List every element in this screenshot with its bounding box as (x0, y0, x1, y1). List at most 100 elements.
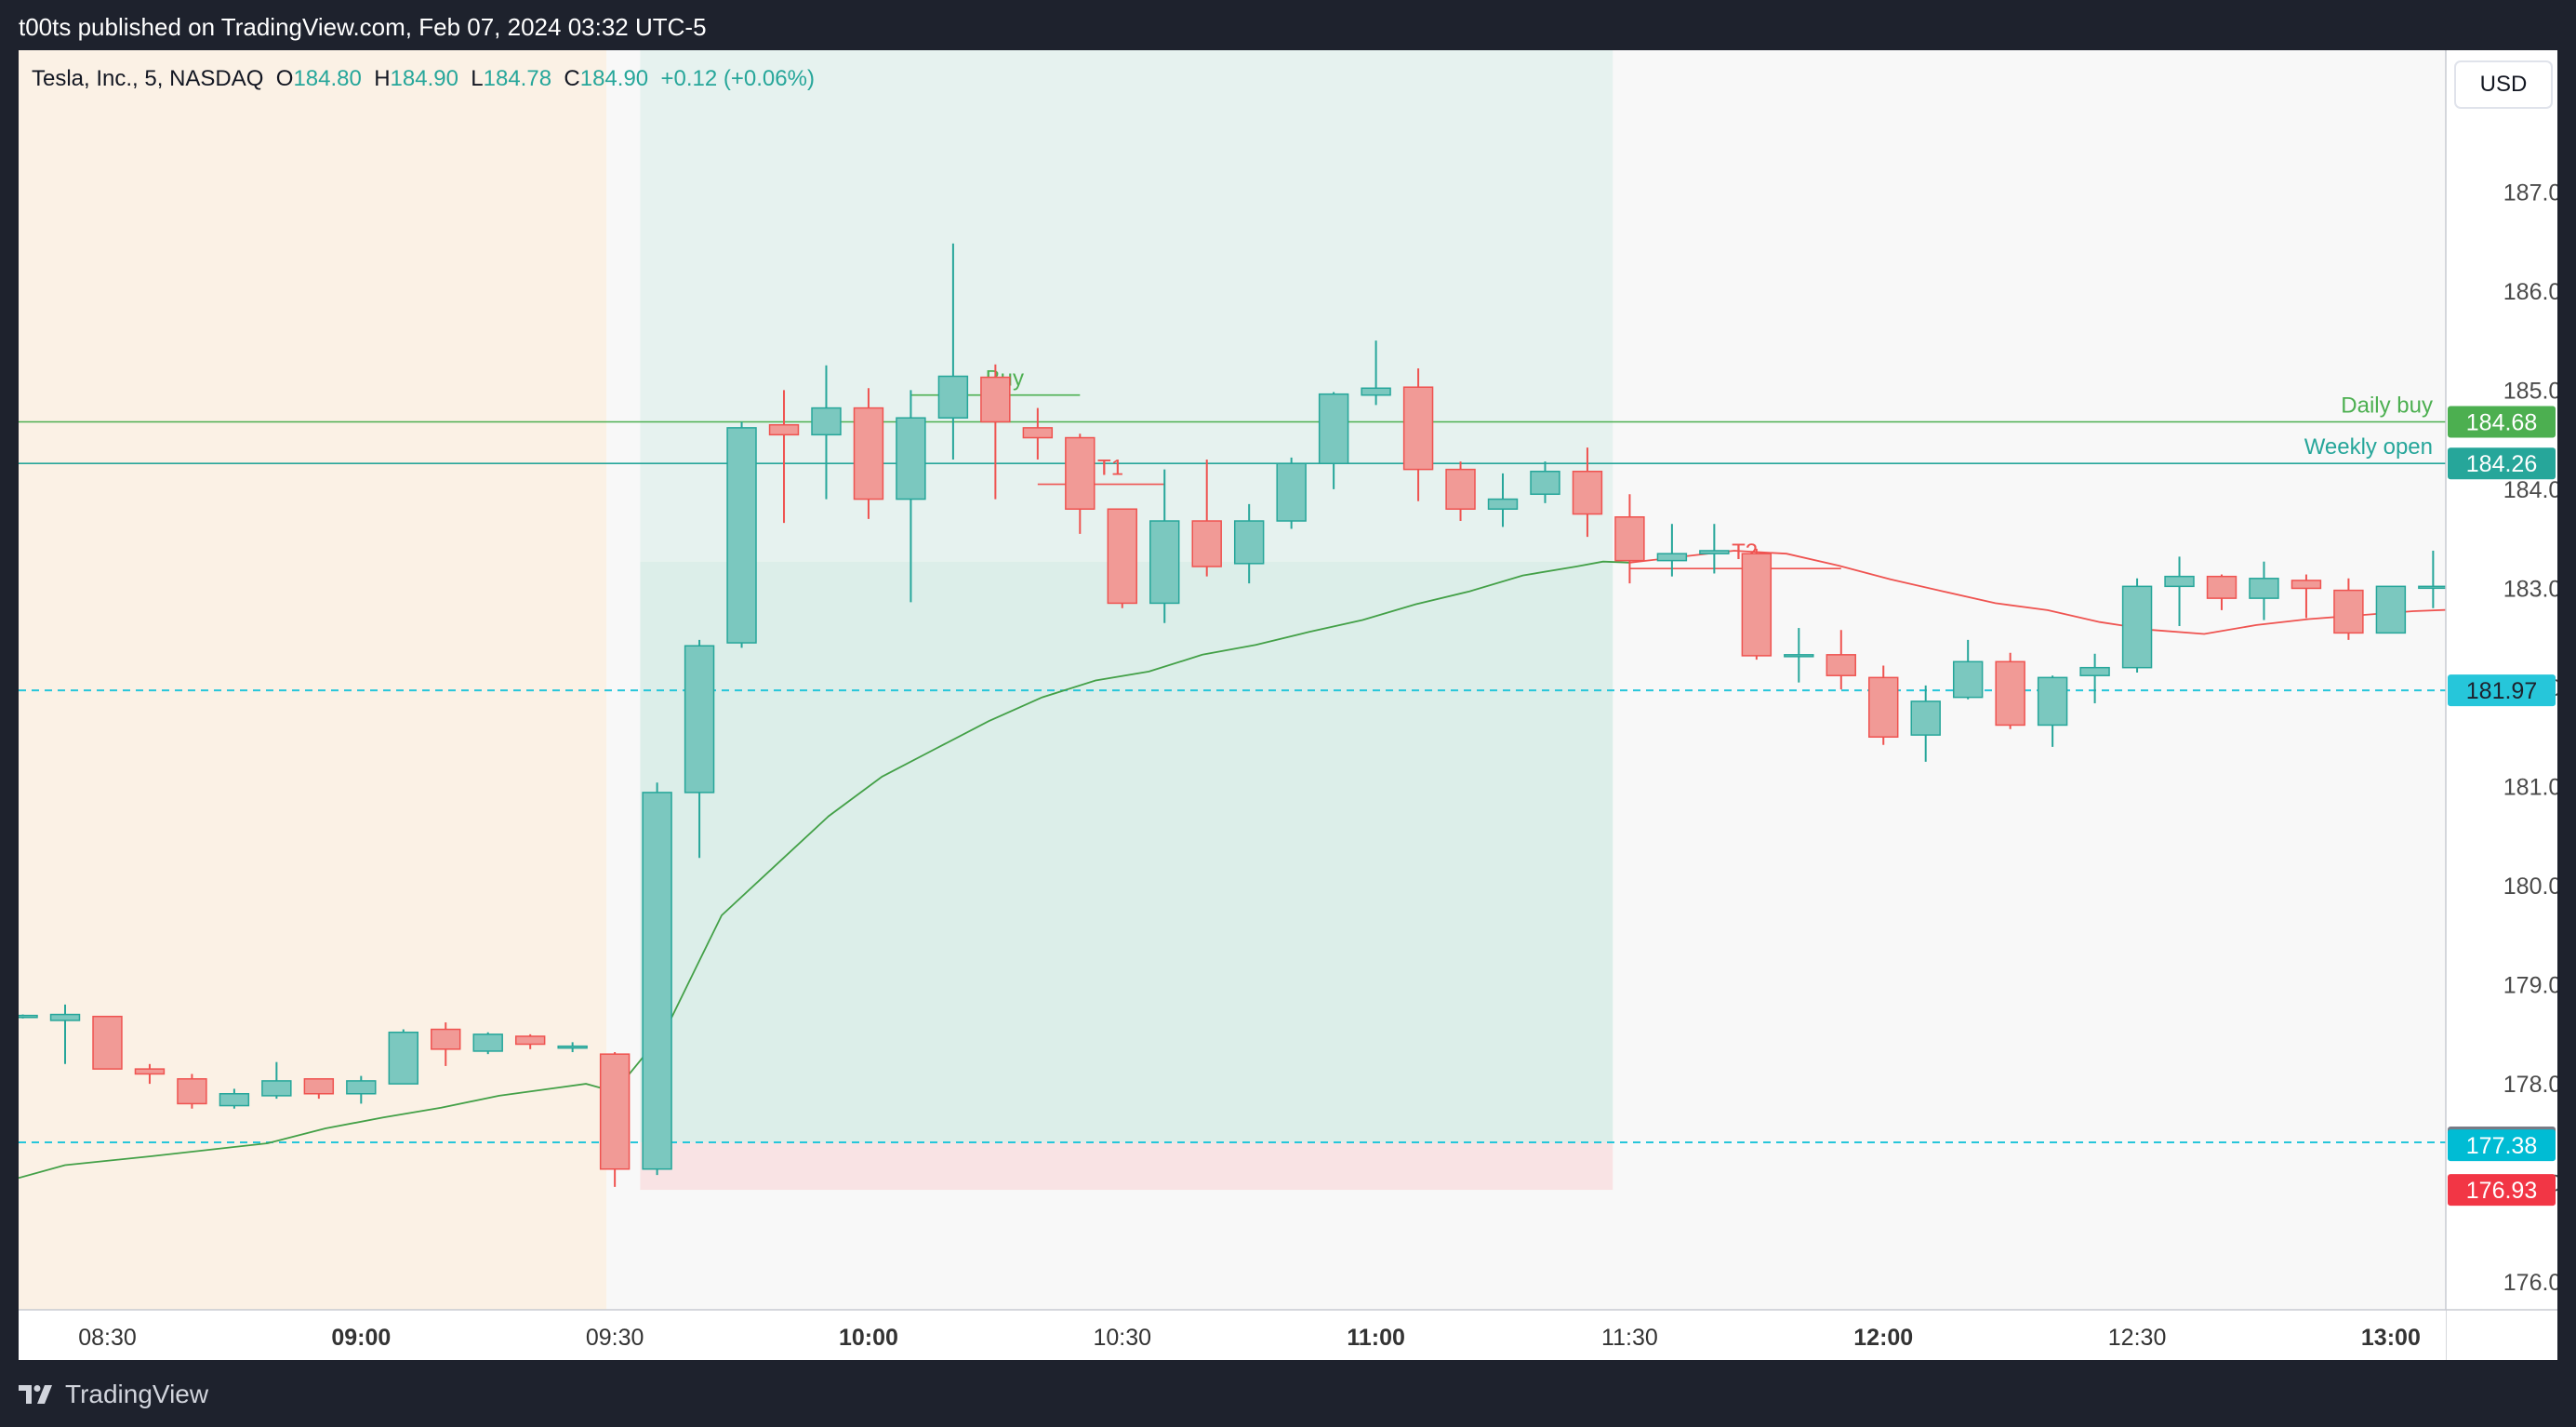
candle-body-33[interactable] (1402, 386, 1434, 471)
candle-body-41[interactable] (1741, 553, 1773, 657)
candle-body-27[interactable] (1149, 520, 1180, 605)
legend-close: 184.90 (580, 66, 661, 91)
candle-body-31[interactable] (1318, 393, 1349, 464)
candle-body-10[interactable] (431, 1028, 461, 1050)
candle-body-19[interactable] (811, 407, 842, 436)
candle-body-8[interactable] (346, 1080, 377, 1095)
price-tag-daily-buy (2448, 406, 2556, 438)
candle-body-4[interactable] (177, 1078, 207, 1105)
candle-body-15[interactable] (642, 792, 672, 1170)
x-tick-label: 11:30 (1601, 1325, 1658, 1351)
candle-body-11[interactable] (472, 1034, 503, 1052)
candle-body-48[interactable] (2037, 676, 2068, 727)
candle-body-9[interactable] (388, 1031, 418, 1085)
candle-body-54[interactable] (2291, 580, 2322, 590)
candle-body-3[interactable] (134, 1068, 166, 1075)
candle-body-2[interactable] (92, 1015, 123, 1070)
y-tick-label: 176.00 (2503, 1270, 2557, 1296)
annotation-t1: T1 (1097, 456, 1123, 481)
candle-body-7[interactable] (303, 1078, 335, 1095)
stop-zone (640, 1141, 1613, 1191)
candle-body-25[interactable] (1065, 436, 1095, 510)
candle-body-18[interactable] (768, 423, 800, 436)
candle-body-39[interactable] (1656, 553, 1688, 562)
candle-body-23[interactable] (980, 376, 1011, 423)
candle-body-6[interactable] (261, 1080, 292, 1097)
candle-body-37[interactable] (1572, 471, 1603, 515)
legend-symbol: Tesla, Inc., 5, NASDAQ (32, 66, 276, 91)
candle-body-16[interactable] (684, 645, 715, 794)
candle-body-40[interactable] (1699, 550, 1730, 554)
candle-body-21[interactable] (896, 417, 926, 500)
candle-body-26[interactable] (1107, 508, 1137, 605)
y-tick-label: 183.00 (2503, 576, 2557, 602)
candle-body-17[interactable] (726, 427, 757, 644)
candle-body-47[interactable] (1995, 660, 2025, 727)
ema-line-premarket (18, 1083, 616, 1180)
candle-body-14[interactable] (599, 1053, 631, 1170)
candle-body-44[interactable] (1868, 676, 1899, 739)
candle-body-36[interactable] (1530, 471, 1560, 496)
candle-body-49[interactable] (2079, 666, 2110, 676)
x-tick-label: 10:00 (839, 1325, 898, 1351)
candle-body-38[interactable] (1614, 516, 1645, 562)
candle-body-24[interactable] (1022, 427, 1054, 439)
y-tick-label: 187.00 (2503, 180, 2557, 206)
y-tick-label: 185.00 (2503, 378, 2557, 404)
legend-open: 184.80 (293, 66, 374, 91)
candle-body-13[interactable] (557, 1045, 588, 1049)
candle-body-57[interactable] (2418, 585, 2449, 590)
candle-body-30[interactable] (1276, 462, 1307, 522)
candle-body-56[interactable] (2375, 585, 2407, 634)
candle-body-34[interactable] (1445, 468, 1476, 510)
candle-body-0[interactable] (7, 1014, 38, 1019)
price-tag-text-weekly-open: 184.26 (2466, 451, 2537, 477)
legend-high: 184.90 (391, 66, 471, 91)
candle-body-43[interactable] (1826, 654, 1856, 676)
symbol-legend[interactable]: Tesla, Inc., 5, NASDAQ O184.80 H184.90 L… (32, 66, 815, 91)
candle-body-52[interactable] (2206, 575, 2237, 599)
candle-body-32[interactable] (1361, 387, 1391, 396)
legend-l-label: L (471, 66, 483, 91)
candle-body-35[interactable] (1487, 498, 1519, 510)
footer-bar: TradingView (0, 1360, 2576, 1427)
candle-body-50[interactable] (2121, 585, 2153, 669)
publisher-bar: t00ts published on TradingView.com, Feb … (0, 0, 2576, 50)
candle-body-45[interactable] (1910, 700, 1941, 736)
candle-body-12[interactable] (514, 1035, 546, 1046)
ema-line-afternoon (1629, 550, 2518, 635)
currency-button[interactable] (2454, 60, 2553, 109)
legend-change: +0.12 (+0.06%) (660, 66, 814, 91)
candle-body-1[interactable] (49, 1013, 81, 1021)
y-tick-label: 178.00 (2503, 1072, 2557, 1098)
price-tag-text-marker-2: 176.93 (2466, 1178, 2537, 1204)
candle-body-46[interactable] (1952, 660, 1984, 699)
x-tick-label: 08:30 (78, 1325, 137, 1351)
x-tick-label: 12:00 (1853, 1325, 1913, 1351)
x-tick-label: 11:00 (1347, 1325, 1405, 1351)
candle-body-22[interactable] (937, 375, 969, 419)
x-tick-label: 13:00 (2361, 1325, 2421, 1351)
price-tag-weekly-open (2448, 447, 2556, 480)
candle-body-28[interactable] (1191, 520, 1222, 567)
currency-label: USD (2480, 72, 2528, 97)
candle-body-51[interactable] (2164, 575, 2195, 588)
x-tick-label: 09:30 (586, 1325, 644, 1351)
candle-body-55[interactable] (2333, 589, 2364, 634)
publisher-text: t00ts published on TradingView.com, Feb … (19, 13, 707, 41)
candle-body-5[interactable] (219, 1093, 250, 1107)
x-tick-label: 12:30 (2108, 1325, 2167, 1351)
candle-body-53[interactable] (2249, 578, 2279, 599)
y-tick-label: 180.00 (2503, 874, 2557, 900)
price-tag-marker-2 (2448, 1174, 2556, 1207)
y-tick-label: 179.00 (2503, 973, 2557, 999)
time-axis (19, 1310, 2446, 1360)
candle-body-42[interactable] (1784, 654, 1814, 658)
tradingview-brand[interactable]: TradingView (19, 1379, 208, 1410)
candle-body-29[interactable] (1233, 520, 1265, 565)
candle-body-20[interactable] (853, 407, 884, 500)
legend-c-label: C (564, 66, 579, 91)
price-tag-marker-1 (2448, 1129, 2556, 1162)
